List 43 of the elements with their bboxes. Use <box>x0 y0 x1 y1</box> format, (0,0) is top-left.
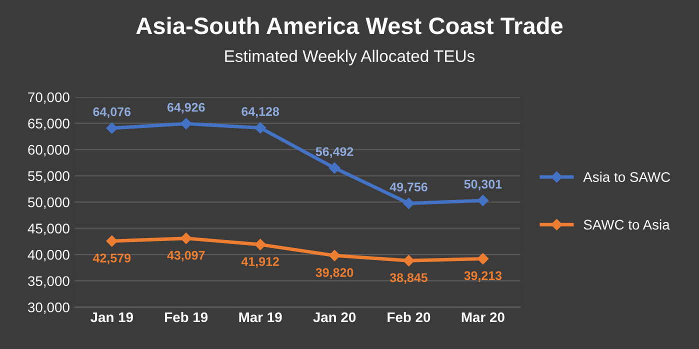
data-label: 49,756 <box>390 182 428 194</box>
x-tick-label: Feb 20 <box>388 312 430 322</box>
point <box>180 118 192 130</box>
point <box>403 198 414 209</box>
data-label: 50,301 <box>464 180 502 190</box>
chart-title: Asia-South America West Coast Trade <box>136 16 563 34</box>
point <box>254 238 266 250</box>
y-tick-label: 50,000 <box>28 197 70 209</box>
y-tick-label: 40,000 <box>28 250 70 262</box>
y-tick-label: 35,000 <box>28 276 70 288</box>
legend-label: Asia to SAWC <box>583 172 670 182</box>
x-tick-label: Mar 20 <box>462 312 504 322</box>
data-label: 56,492 <box>316 147 354 158</box>
point <box>254 122 266 134</box>
data-label: 38,845 <box>390 273 428 284</box>
point <box>403 255 414 266</box>
data-label: 42,579 <box>92 254 131 264</box>
data-label: 64,076 <box>93 107 131 118</box>
point <box>328 162 340 174</box>
x-tick-label: Jan 19 <box>90 312 134 322</box>
x-tick-label: Jan 20 <box>313 312 356 322</box>
y-tick-label: 55,000 <box>28 171 70 183</box>
data-label: 39,820 <box>316 268 354 279</box>
y-tick-label: 60,000 <box>28 144 70 156</box>
y-tick-label: 70,000 <box>28 92 70 104</box>
data-label: 41,912 <box>241 257 279 268</box>
y-tick-label: 65,000 <box>28 118 70 130</box>
legend-label: SAWC to Asia <box>584 219 670 230</box>
point <box>477 253 489 264</box>
data-label: 43,097 <box>167 250 205 262</box>
point <box>328 250 340 262</box>
point <box>180 232 192 244</box>
x-tick-label: Mar 19 <box>239 312 282 322</box>
point <box>106 122 118 134</box>
chart-subtitle: Estimated Weekly Allocated TEUs <box>225 50 475 66</box>
x-tick-label: Feb 19 <box>165 312 208 322</box>
point <box>477 194 489 206</box>
point <box>106 235 118 247</box>
y-tick-label: 45,000 <box>28 224 70 236</box>
data-label: 39,213 <box>464 271 502 282</box>
y-tick-label: 30,000 <box>28 302 70 314</box>
data-label: 64,128 <box>242 107 280 118</box>
data-label: 64,926 <box>167 102 205 114</box>
